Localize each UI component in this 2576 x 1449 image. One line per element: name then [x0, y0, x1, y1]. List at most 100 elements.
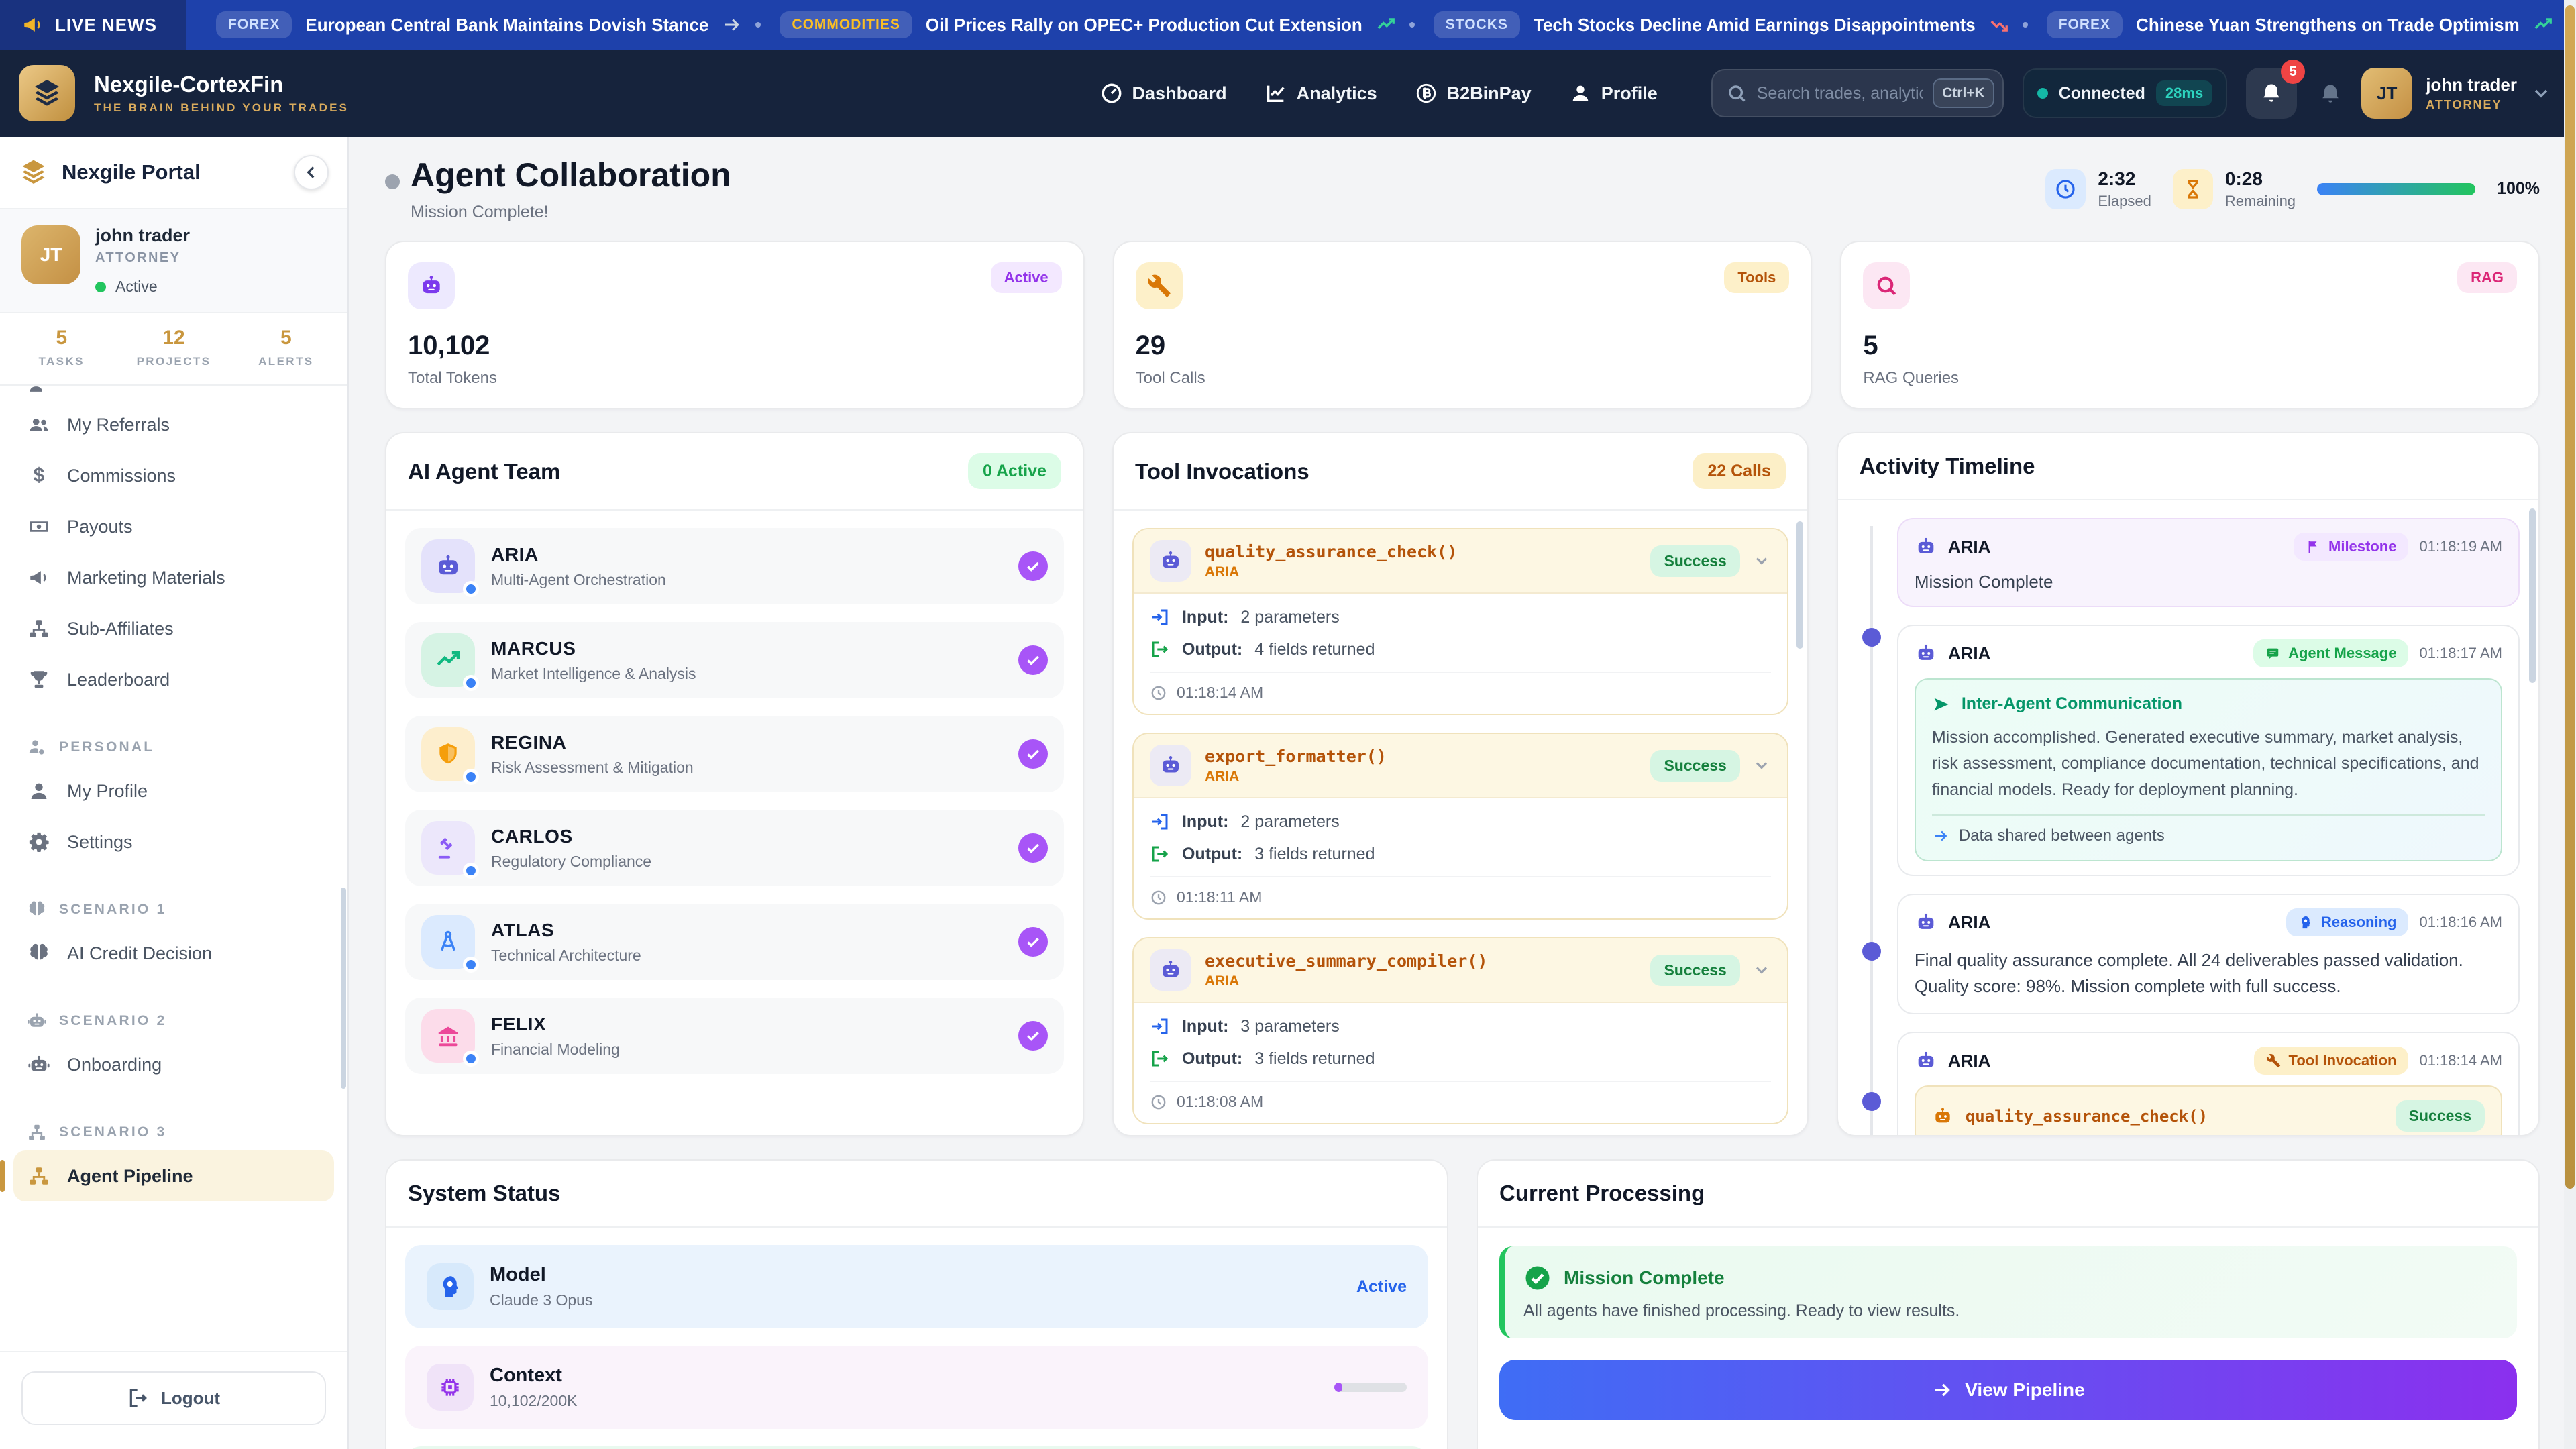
- person-icon: [1572, 85, 1589, 102]
- tool-call-card[interactable]: executive_summary_compiler() ARIA Success…: [1132, 937, 1788, 1124]
- agent-row-regina[interactable]: REGINA Risk Assessment & Mitigation: [405, 716, 1064, 792]
- sitemap-icon: [30, 1167, 48, 1185]
- ticker-item[interactable]: FOREX European Central Bank Maintains Do…: [216, 11, 761, 38]
- brand-block: Nexgile-CortexFin THE BRAIN BEHIND YOUR …: [94, 72, 349, 115]
- status-badge: Success: [2395, 1100, 2485, 1132]
- tool-calls-card: Tools 29 Tool Calls: [1112, 241, 1813, 409]
- sidebar-collapse-button[interactable]: [294, 155, 329, 190]
- tool-call-card[interactable]: export_formatter() ARIA Success Input: 2 p…: [1132, 733, 1788, 920]
- ticker-item[interactable]: COMMODITIES Oil Prices Rally on OPEC+ Pr…: [780, 11, 1415, 38]
- sidebar-item-onboarding[interactable]: Onboarding: [13, 1039, 334, 1090]
- chevron-down-icon[interactable]: [1752, 756, 1771, 775]
- nav-analytics[interactable]: Analytics: [1265, 82, 1377, 105]
- person-gear-icon: [29, 740, 44, 755]
- timeline-event-tool-invocation[interactable]: ARIA Tool Invocation 01:18:14 AM quality…: [1896, 1032, 2520, 1135]
- global-search[interactable]: Ctrl+K: [1711, 69, 2004, 117]
- status-row-model: Model Claude 3 Opus Active: [405, 1245, 1428, 1328]
- nav-profile[interactable]: Profile: [1569, 82, 1658, 105]
- chevron-down-icon: [2534, 89, 2548, 98]
- people-icon: [30, 418, 48, 431]
- brand-title: Nexgile-CortexFin: [94, 72, 284, 97]
- sidebar-item-sub-affiliates[interactable]: Sub-Affiliates: [13, 603, 334, 654]
- input-icon: [1152, 609, 1168, 625]
- stat-cards: Active 10,102 Total Tokens Tools 29 Tool…: [385, 241, 2540, 409]
- ticker-items: FOREX European Central Bank Maintains Do…: [186, 11, 2576, 38]
- main-content: Agent Collaboration Mission Complete! 2:…: [349, 137, 2576, 1449]
- nav-dashboard[interactable]: Dashboard: [1100, 82, 1227, 105]
- shield-icon: [439, 743, 457, 764]
- online-dot: [463, 675, 479, 691]
- clock-icon: [1151, 1095, 1166, 1109]
- panel-title: System Status: [408, 1181, 561, 1205]
- output-icon: [1152, 846, 1169, 862]
- sidebar-item-payouts[interactable]: Payouts: [13, 501, 334, 552]
- agent-row-carlos[interactable]: CARLOS Regulatory Compliance: [405, 810, 1064, 886]
- sidebar-item-settings[interactable]: AI Credit Decision Settings: [13, 816, 334, 867]
- inter-agent-communication-box: Inter-Agent Communication Mission accomp…: [1914, 678, 2503, 862]
- robot-icon: [1918, 914, 1934, 930]
- timeline-dot: [1862, 1092, 1881, 1111]
- robot-icon: [1149, 540, 1191, 582]
- megaphone-icon: [30, 571, 46, 584]
- arrow-right-icon: [1935, 830, 1947, 841]
- brand-tagline: THE BRAIN BEHIND YOUR TRADES: [94, 101, 350, 114]
- notifications-button[interactable]: 5: [2246, 60, 2306, 119]
- sidebar-item-commissions[interactable]: $ Commissions: [13, 450, 334, 501]
- tool-call-card[interactable]: quality_assurance_check() ARIA Success In…: [1132, 528, 1788, 715]
- status-dot: [385, 174, 400, 189]
- sidebar-item-agent-pipeline[interactable]: Agent Pipeline: [0, 1150, 334, 1201]
- secondary-bell-button[interactable]: [2318, 80, 2343, 107]
- section-scenario-3: SCENARIO 3: [27, 1122, 321, 1142]
- message-icon: [2267, 648, 2279, 659]
- agent-row-aria[interactable]: ARIA Multi-Agent Orchestration: [405, 528, 1064, 604]
- page-scrollbar-thumb[interactable]: [2565, 5, 2575, 1189]
- gavel-icon: [438, 838, 453, 859]
- chip-icon: [441, 1379, 459, 1396]
- panel-scrollbar[interactable]: [2529, 508, 2536, 683]
- sidebar-stats: 5 TASKS 12 PROJECTS 5 ALERTS: [0, 313, 347, 386]
- sidebar-item-clipped[interactable]: [13, 386, 334, 396]
- robot-icon: [1149, 745, 1191, 786]
- sidebar-item-my-profile[interactable]: My Profile: [13, 765, 334, 816]
- reasoning-badge: Reasoning: [2286, 908, 2409, 937]
- sidebar-scrollbar[interactable]: [341, 888, 346, 1089]
- card-badge: Tools: [1724, 262, 1790, 293]
- trend-up-icon: [437, 651, 460, 666]
- robot-icon: [439, 555, 458, 575]
- timeline-event-agent-message[interactable]: ARIA Agent Message 01:18:17 AM Inter-Age…: [1896, 625, 2520, 877]
- page-scrollbar[interactable]: [2564, 0, 2576, 1449]
- sidebar-item-leaderboard[interactable]: Leaderboard: [13, 654, 334, 705]
- ticker-item[interactable]: FOREX Chinese Yuan Strengthens on Trade …: [2046, 11, 2572, 38]
- chevron-left-icon: [307, 166, 315, 178]
- chevron-down-icon[interactable]: [1752, 551, 1771, 570]
- search-input[interactable]: [1756, 83, 1924, 103]
- panel-scrollbar[interactable]: [1796, 521, 1803, 649]
- calls-count-badge: 22 Calls: [1693, 453, 1786, 489]
- compass-icon: [440, 930, 456, 951]
- main-nav: Dashboard Analytics B2BinPay Profile: [1100, 82, 1658, 105]
- context-usage-bar: [1334, 1383, 1407, 1392]
- timeline-event-reasoning[interactable]: ARIA Reasoning 01:18:16 AM Final quality…: [1896, 894, 2520, 1015]
- sidebar-item-my-referrals[interactable]: My Referrals: [13, 399, 334, 450]
- timeline-event-milestone[interactable]: ARIA Milestone 01:18:19 AM Mission Compl…: [1896, 518, 2520, 607]
- view-pipeline-button[interactable]: View Pipeline: [1499, 1360, 2517, 1420]
- check-circle-icon: [1525, 1266, 1550, 1290]
- status-badge: Success: [1650, 749, 1740, 782]
- sidebar-item-marketing-materials[interactable]: Marketing Materials: [13, 552, 334, 603]
- robot-icon: [1149, 949, 1191, 991]
- nav-b2binpay[interactable]: B2BinPay: [1415, 82, 1532, 105]
- chevron-down-icon[interactable]: [1752, 961, 1771, 979]
- agent-row-marcus[interactable]: MARCUS Market Intelligence & Analysis: [405, 622, 1064, 698]
- active-count-badge: 0 Active: [968, 453, 1061, 489]
- section-scenario-2: SCENARIO 2: [27, 1011, 321, 1031]
- logout-button[interactable]: Logout: [21, 1371, 326, 1425]
- ticker-item[interactable]: STOCKS Tech Stocks Decline Amid Earnings…: [1433, 11, 2028, 38]
- agent-row-atlas[interactable]: ATLAS Technical Architecture: [405, 904, 1064, 980]
- timeline-dot: [1862, 942, 1881, 961]
- online-dot: [463, 957, 479, 973]
- agent-row-felix[interactable]: FELIX Financial Modeling: [405, 998, 1064, 1074]
- brand-logo[interactable]: [19, 65, 75, 121]
- robot-icon: [423, 276, 440, 294]
- user-menu[interactable]: JT john trader ATTORNEY: [2361, 68, 2552, 119]
- sidebar-item-ai-credit-decision[interactable]: AI Credit Decision: [13, 928, 334, 979]
